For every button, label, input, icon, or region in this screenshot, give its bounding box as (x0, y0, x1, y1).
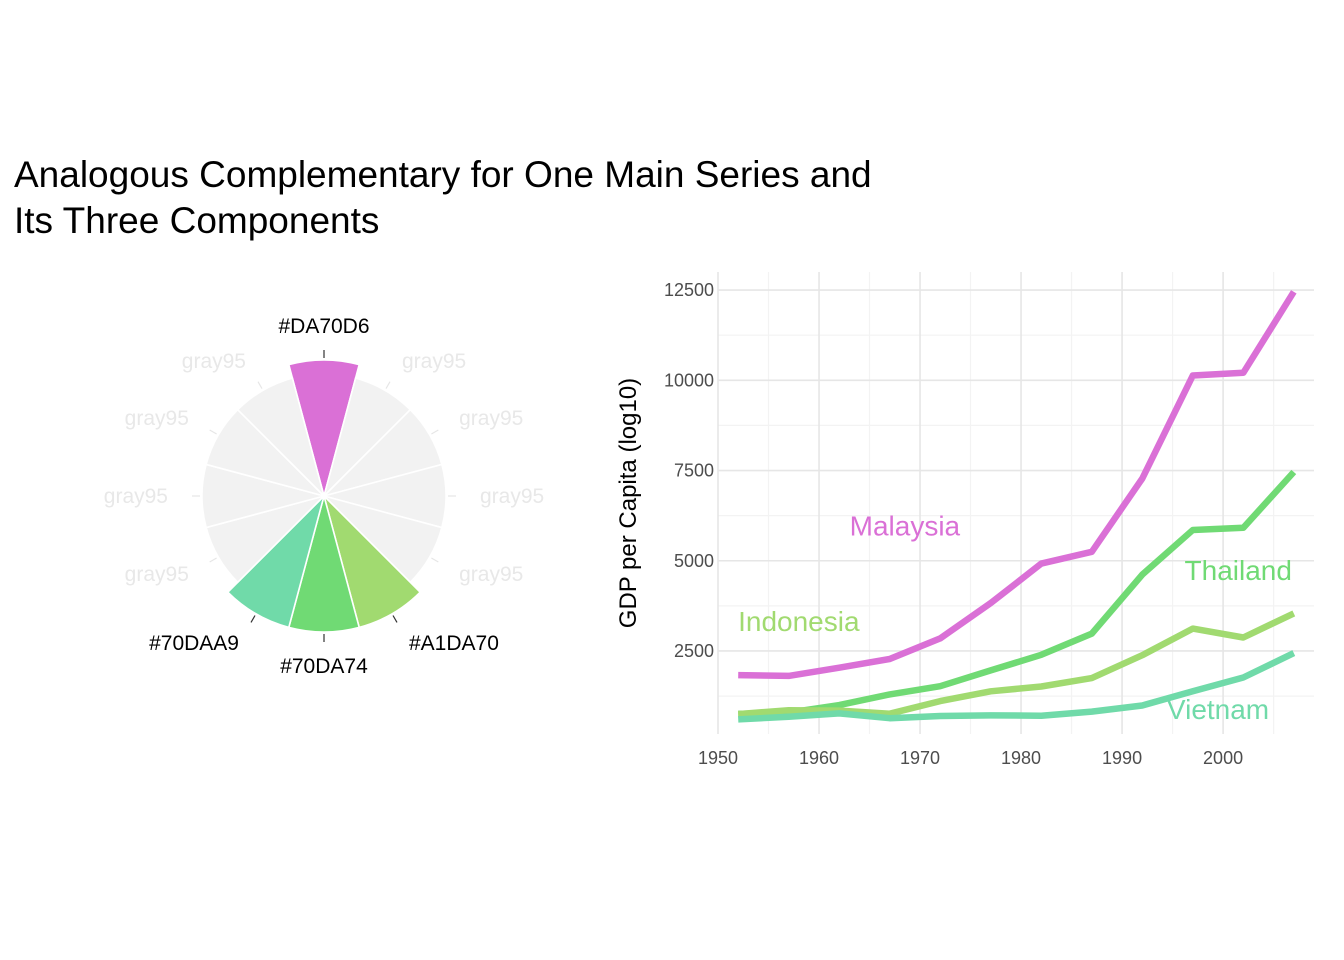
wheel-leader-1 (385, 381, 391, 389)
series-line-malaysia (738, 290, 1297, 680)
wheel-label-8: gray95 (125, 563, 189, 586)
chart-title: Analogous Complementary for One Main Ser… (14, 152, 872, 244)
series-line-indonesia (737, 610, 1296, 718)
wheel-label-10: gray95 (125, 407, 189, 430)
series-label-indonesia: Indonesia (738, 606, 860, 637)
series-label-thailand: Thailand (1185, 555, 1292, 586)
wheel-slice-11 (236, 377, 326, 499)
y-tick-label: 2500 (674, 641, 714, 661)
wheel-leader-10 (209, 429, 217, 435)
wheel-label-11: gray95 (182, 350, 246, 373)
x-axis-ticks: 1950 1960 1970 1980 1990 2000 (698, 748, 1243, 768)
color-wheel: #DA70D6 gray95 gray95 gray95 gray95 #A1DA70 #7… (104, 315, 544, 678)
series-label-malaysia: Malaysia (850, 510, 961, 541)
wheel-leader-8 (209, 557, 217, 563)
wheel-leader-7 (250, 615, 256, 623)
x-tick-label: 1950 (698, 748, 738, 768)
series-line-thailand (738, 469, 1297, 718)
x-tick-label: 1960 (799, 748, 839, 768)
wheel-slice-0 (287, 359, 361, 500)
series-line-vietnam (738, 650, 1296, 723)
wheel-label-9: gray95 (104, 485, 168, 508)
line-plot: 1950 1960 1970 1980 1990 2000 2500 5000 7500 100… (615, 272, 1314, 768)
wheel-leader-2 (431, 429, 439, 435)
wheel-label-3: gray95 (480, 485, 544, 508)
wheel-label-0: #DA70D6 (278, 315, 369, 338)
x-tick-label: 1990 (1102, 748, 1142, 768)
title-line-2: Its Three Components (14, 200, 380, 241)
x-tick-label: 1970 (900, 748, 940, 768)
title-line-1: Analogous Complementary for One Main Ser… (14, 154, 872, 195)
y-axis-label: GDP per Capita (log10) (615, 378, 642, 628)
wheel-label-6: #70DA74 (280, 655, 368, 678)
x-tick-label: 2000 (1203, 748, 1243, 768)
wheel-label-2: gray95 (459, 407, 523, 430)
wheel-label-5: #A1DA70 (409, 632, 499, 655)
wheel-leader-5 (392, 615, 398, 623)
series-label-vietnam: Vietnam (1167, 694, 1269, 725)
wheel-label-1: gray95 (402, 350, 466, 373)
wheel-slice-7 (226, 493, 326, 629)
x-tick-label: 1980 (1001, 748, 1041, 768)
wheel-leader-4 (431, 557, 439, 563)
wheel-label-7: #70DAA9 (149, 632, 239, 655)
series-lines (737, 290, 1297, 723)
y-axis-ticks: 2500 5000 7500 10000 12500 (664, 280, 714, 661)
wheel-label-4: gray95 (459, 563, 523, 586)
wheel-leader-11 (257, 381, 263, 389)
y-tick-label: 10000 (664, 370, 714, 390)
y-tick-label: 5000 (674, 551, 714, 571)
y-tick-label: 7500 (674, 461, 714, 481)
y-tick-label: 12500 (664, 280, 714, 300)
series-labels: Malaysia Thailand Indonesia Vietnam (738, 510, 1292, 724)
